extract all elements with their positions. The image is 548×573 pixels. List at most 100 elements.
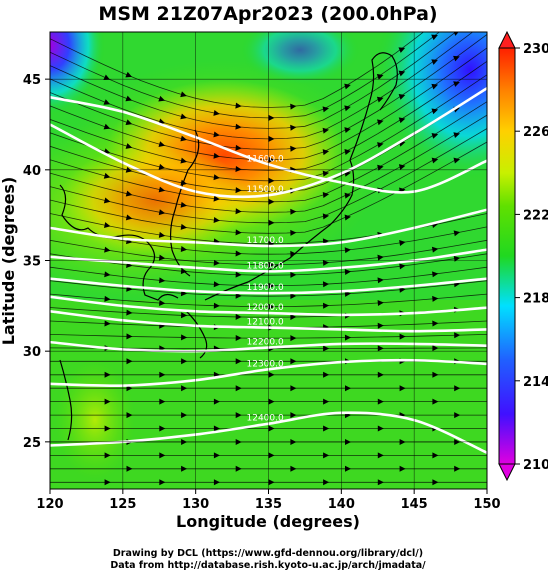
streamline-arrow bbox=[377, 300, 384, 306]
streamline-arrow bbox=[344, 192, 351, 199]
streamline-arrow bbox=[322, 302, 330, 309]
streamline-arrow bbox=[180, 157, 187, 164]
streamline-arrow bbox=[290, 465, 297, 472]
streamline-arrow bbox=[453, 55, 460, 62]
streamline-arrow bbox=[213, 398, 220, 405]
streamline-arrow bbox=[344, 127, 351, 134]
x-tick-label-145: 145 bbox=[401, 497, 428, 512]
streamline-arrow bbox=[399, 240, 406, 246]
colorbar-max-arrow bbox=[498, 30, 516, 49]
y-tick-label-25: 25 bbox=[23, 436, 41, 451]
contour-label-11800.0: 11800.0 bbox=[247, 261, 284, 271]
streamline-arrow bbox=[213, 302, 220, 309]
streamline-arrow bbox=[399, 263, 406, 270]
streamline-arrow bbox=[104, 479, 111, 486]
streamline-arrow bbox=[322, 149, 330, 156]
colorbar-ramp bbox=[498, 47, 516, 465]
x-tick-label-150: 150 bbox=[473, 497, 500, 512]
streamline-arrow bbox=[268, 371, 275, 378]
streamline-arrow bbox=[104, 425, 111, 432]
streamline-arrow bbox=[213, 452, 220, 459]
grid-lines bbox=[50, 32, 487, 489]
streamline-arrow bbox=[125, 71, 133, 78]
contour-label-12100.0: 12100.0 bbox=[247, 318, 284, 328]
coastline-korea-china bbox=[59, 184, 179, 301]
contour-label-11600.0: 11600.0 bbox=[247, 154, 284, 164]
yellow-patch-south bbox=[55, 360, 135, 480]
y-axis: 25 30 35 40 45 bbox=[23, 73, 50, 451]
streamline-arrow bbox=[180, 135, 187, 142]
x-tick-label-130: 130 bbox=[182, 497, 209, 512]
streamline-arrow bbox=[103, 99, 111, 105]
streamline-arrow bbox=[181, 334, 188, 341]
streamline-arrow bbox=[235, 229, 242, 236]
x-tick-label-135: 135 bbox=[255, 497, 282, 512]
streamline-arrow bbox=[322, 170, 330, 177]
streamline-arrow bbox=[104, 222, 111, 229]
streamline-arrow bbox=[322, 259, 330, 266]
streamline-arrow bbox=[268, 261, 275, 268]
streamline-arrow bbox=[104, 320, 111, 327]
streamline-arrow bbox=[180, 223, 188, 230]
colorbar-label-222: 222 bbox=[523, 208, 548, 223]
streamline-arrow bbox=[399, 333, 406, 340]
streamline-arrow bbox=[180, 312, 188, 319]
streamline-arrow bbox=[432, 452, 439, 459]
streamline-arrow bbox=[104, 246, 111, 253]
streamline-arrow bbox=[159, 452, 166, 459]
y-tick-label-30: 30 bbox=[23, 345, 41, 360]
chart-title: MSM 21Z07Apr2023 (200.0hPa) bbox=[98, 3, 437, 25]
streamline-arrow bbox=[452, 32, 460, 36]
streamline-arrow bbox=[454, 385, 461, 392]
streamline-arrow bbox=[181, 412, 188, 419]
streamline-arrow bbox=[159, 300, 166, 306]
streamline-arrow bbox=[377, 479, 384, 486]
streamline-arrow bbox=[345, 385, 351, 392]
streamline-arrow bbox=[268, 398, 275, 405]
streamline-arrow bbox=[453, 230, 461, 237]
x-tick-label-140: 140 bbox=[328, 497, 355, 512]
colorbar: 210 214 218 222 226 230 bbox=[498, 30, 548, 482]
colorbar-min-arrow bbox=[498, 463, 516, 482]
colorbar-ticks: 210 214 218 222 226 230 bbox=[515, 42, 548, 473]
streamline-arrow bbox=[235, 187, 242, 194]
streamline-arrow bbox=[431, 108, 439, 115]
streamline-arrow bbox=[323, 479, 330, 486]
streamline-arrow bbox=[290, 250, 297, 257]
streamline-arrow bbox=[290, 103, 297, 110]
streamline-arrow bbox=[126, 333, 133, 340]
contour-label-12000.0: 12000.0 bbox=[247, 303, 284, 313]
streamline-arrow bbox=[158, 209, 166, 216]
streamline-arrow bbox=[158, 163, 166, 170]
streamline-arrow bbox=[454, 465, 461, 472]
streamline-arrow bbox=[181, 465, 188, 472]
streamline-arrow bbox=[235, 144, 242, 151]
contour-label-12200.0: 12200.0 bbox=[247, 338, 284, 348]
streamline-arrow bbox=[432, 295, 439, 302]
streamline-arrow bbox=[290, 293, 297, 299]
y-axis-label: Latitude (degrees) bbox=[0, 177, 18, 346]
streamline-arrow bbox=[398, 47, 406, 53]
streamline-arrow bbox=[344, 105, 351, 112]
streamline-arrow bbox=[104, 452, 111, 459]
streamline-arrow bbox=[431, 34, 438, 41]
streamline-arrow bbox=[377, 345, 384, 352]
streamline-arrow bbox=[453, 81, 460, 87]
streamline-arrow bbox=[345, 465, 351, 472]
streamline-arrow bbox=[213, 174, 220, 181]
streamline-arrow bbox=[125, 214, 133, 221]
streamline-arrow bbox=[268, 303, 275, 310]
streamline-arrow bbox=[103, 74, 111, 81]
streamline-arrow bbox=[432, 271, 439, 278]
streamline-arrow bbox=[213, 281, 220, 288]
streamline-arrow bbox=[432, 345, 439, 352]
streamline-arrow bbox=[235, 335, 242, 341]
x-tick-label-125: 125 bbox=[109, 497, 136, 512]
contour-label-12300.0: 12300.0 bbox=[247, 359, 284, 369]
streamline-arrow bbox=[290, 208, 297, 215]
streamline-arrow bbox=[344, 334, 351, 341]
credit-data: Data from http://database.rish.kyoto-u.a… bbox=[110, 560, 426, 571]
streamline-arrow bbox=[431, 246, 439, 253]
streamline-arrow bbox=[344, 149, 351, 155]
streamline-arrow bbox=[268, 156, 275, 163]
